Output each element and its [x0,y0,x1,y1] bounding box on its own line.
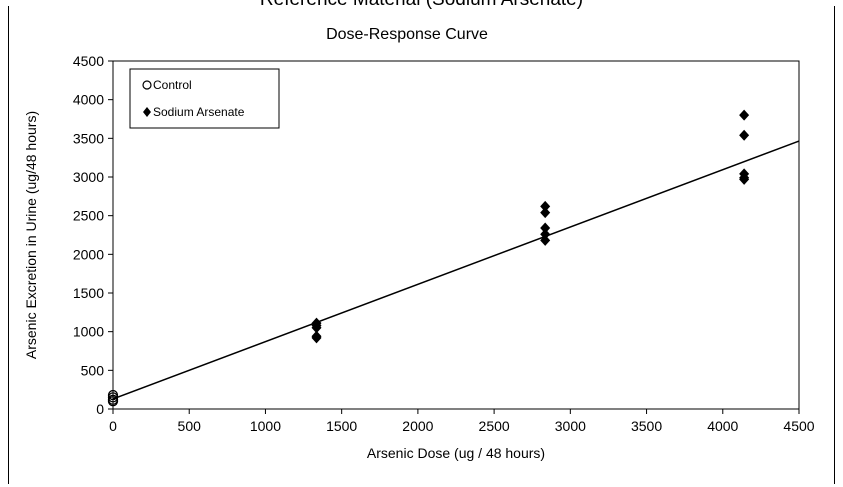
x-axis-title: Arsenic Dose (ug / 48 hours) [367,445,545,461]
legend-marker-control [142,80,152,90]
data-point-control [107,396,119,407]
cut-off-title: Reference Material (Sodium Arsenate) [0,0,843,11]
x-tick-label: 1000 [250,418,281,434]
y-axis-title: Arsenic Excretion in Urine (ug/48 hours) [23,111,39,359]
data-point-sodium-arsenate [311,322,322,334]
x-tick-label: 500 [178,418,202,434]
x-tick-label: 4500 [783,418,814,434]
data-point-sodium-arsenate [540,200,551,212]
data-point-sodium-arsenate [311,332,322,344]
y-tick-label: 3500 [73,130,104,146]
legend-marker-sodium-arsenate [143,107,151,117]
x-tick-label: 2000 [402,418,433,434]
data-point-sodium-arsenate [540,234,551,246]
x-tick-label: 2500 [479,418,510,434]
y-tick-label: 2000 [73,246,104,262]
chart-frame [8,6,835,484]
data-point-sodium-arsenate [739,173,750,185]
trendline [112,140,800,400]
y-tick-label: 500 [81,362,105,378]
x-tick-label: 4000 [707,418,738,434]
y-axis: 0 500 1000 1500 2000 2500 3000 3500 4000 4500 [73,53,113,417]
legend-label-control: Control [153,78,192,92]
data-point-sodium-arsenate [540,222,551,234]
chart-title: Dose-Response Curve [326,26,488,43]
data-points [107,109,750,407]
x-axis: 0 500 1000 1500 2000 2500 3000 3500 4000 4500 [109,409,815,434]
y-tick-label: 1500 [73,285,104,301]
y-tick-label: 4500 [73,53,104,69]
legend: Control Sodium Arsenate [129,68,280,129]
data-point-sodium-arsenate [540,228,551,240]
data-point-sodium-arsenate [739,129,750,141]
legend-label-sodium-arsenate: Sodium Arsenate [153,105,245,119]
x-tick-label: 3500 [631,418,662,434]
x-tick-label: 0 [109,418,117,434]
data-point-sodium-arsenate [739,109,750,121]
x-tick-label: 3000 [555,418,586,434]
y-tick-label: 3000 [73,169,104,185]
y-tick-label: 0 [96,401,104,417]
x-tick-label: 1500 [326,418,357,434]
y-tick-label: 4000 [73,92,104,108]
data-point-sodium-arsenate [540,207,551,219]
legend-box [129,68,280,129]
y-tick-label: 1000 [73,324,104,340]
y-tick-label: 2500 [73,208,104,224]
plot-area [112,60,800,410]
